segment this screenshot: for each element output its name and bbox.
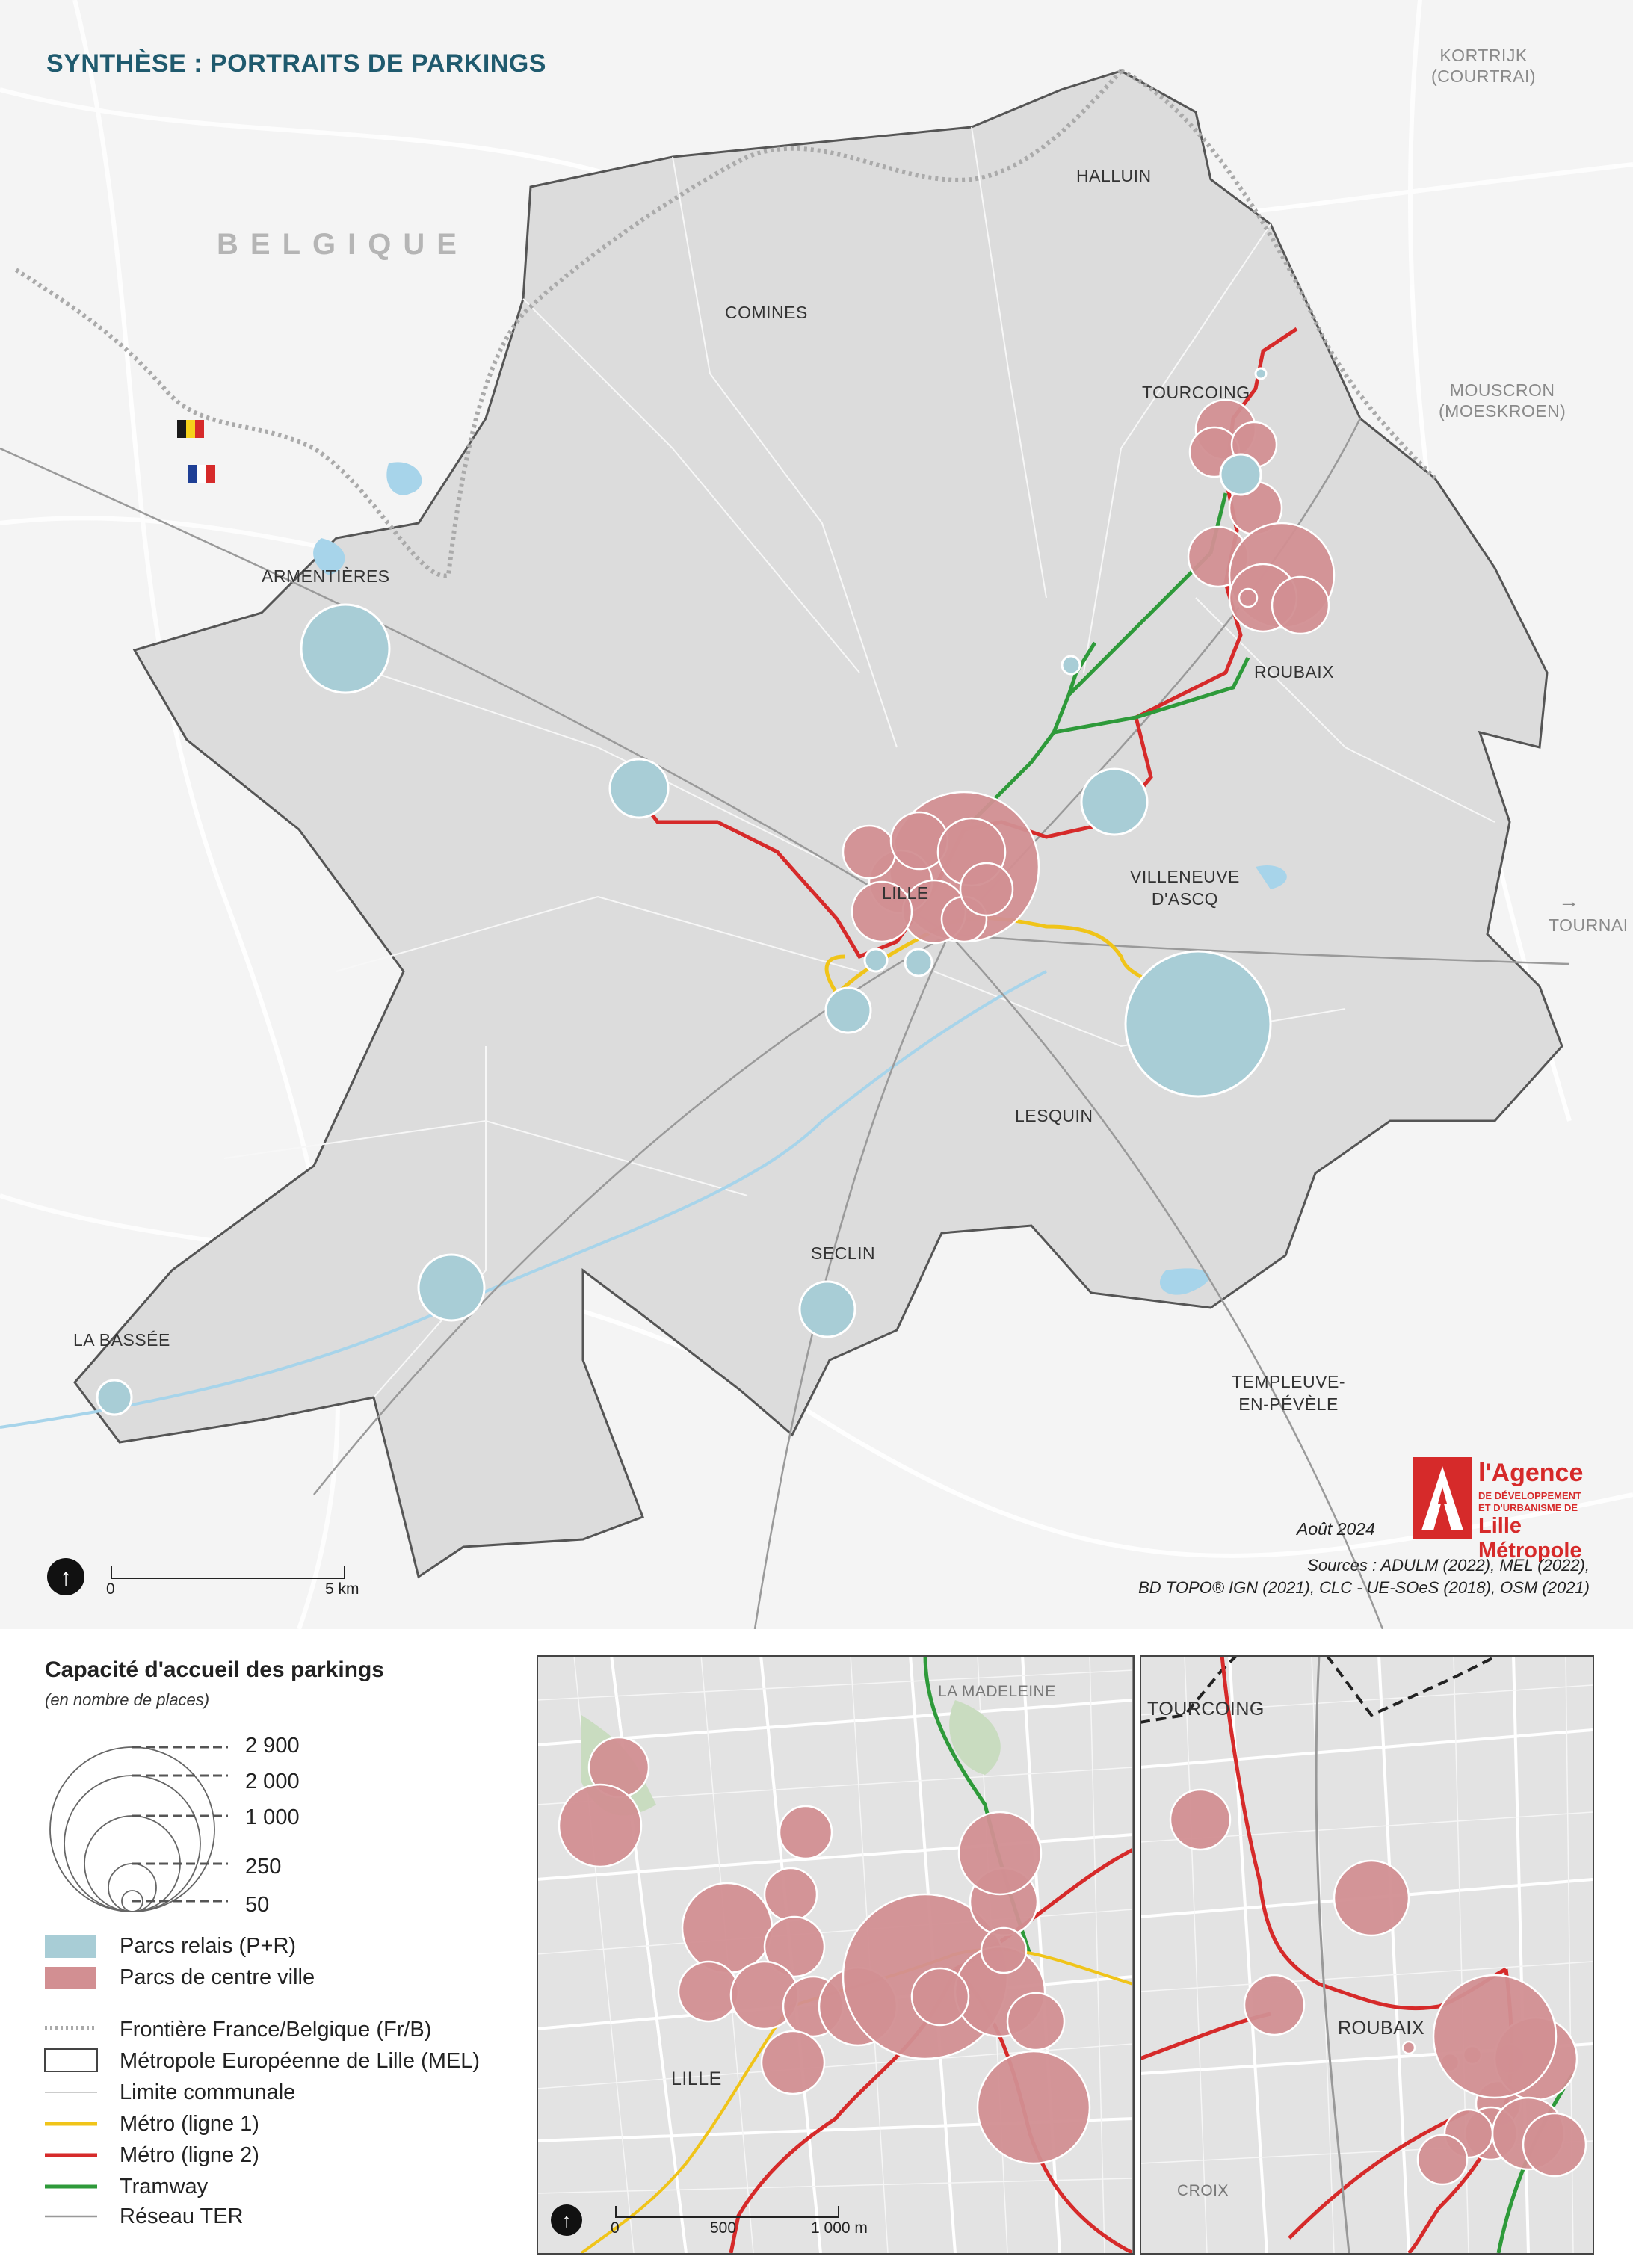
inset-label-roubaix: ROUBAIX	[1338, 2018, 1425, 2039]
logo-line-1: l'Agence	[1478, 1459, 1584, 1487]
country-label-belgium: BELGIQUE	[217, 228, 469, 261]
legend-size-250: 250	[245, 1855, 282, 1879]
belgium-flag-icon	[177, 420, 204, 438]
agence-logo: l'Agence DE DÉVELOPPEMENT ET D'URBANISME…	[1413, 1457, 1596, 1563]
inset-label-croix: CROIX	[1177, 2182, 1229, 2199]
parking-circles	[96, 367, 1336, 1416]
sources-line-2: BD TOPO® IGN (2021), CLC - UE-SOeS (2018…	[1138, 1578, 1590, 1597]
legend-title: Capacité d'accueil des parkings	[45, 1657, 384, 1682]
legend-mel: Métropole Européenne de Lille (MEL)	[120, 2049, 480, 2073]
scale-tick-0: 0	[106, 1581, 115, 1598]
logo-line-2: DE DÉVELOPPEMENT	[1478, 1490, 1581, 1501]
legend-label-relay: Parcs relais (P+R)	[120, 1934, 297, 1958]
logo-line-3: ET D'URBANISME DE	[1478, 1502, 1578, 1513]
city-label-templeuve: TEMPLEUVE- EN-PÉVÈLE	[1232, 1372, 1345, 1414]
legend-swatch-center	[45, 1967, 96, 1989]
legend-size-2900: 2 900	[245, 1734, 300, 1758]
park-relay-porte-des-postes	[863, 948, 889, 973]
city-label-lille: LILLE	[882, 883, 929, 903]
metro1-line	[836, 916, 1161, 1002]
park-relay-la-bassee	[96, 1379, 133, 1416]
legend-size-circles	[49, 1746, 228, 1912]
border	[13, 69, 1123, 578]
logo-a-icon	[1413, 1457, 1472, 1539]
north-arrow-icon: ↑	[47, 1558, 84, 1595]
park-relay-tram	[1061, 655, 1081, 676]
legend-ter: Réseau TER	[120, 2204, 244, 2228]
city-label-villeneuve: VILLENEUVE D'ASCQ	[1130, 867, 1240, 909]
park-relay-armentieres	[300, 603, 391, 694]
park-center-lille-3	[842, 824, 897, 880]
city-label-mouscron: MOUSCRON (MOESKROEN)	[1439, 380, 1566, 421]
map-sources: Sources : ADULM (2022), MEL (2022), BD T…	[1138, 1554, 1590, 1599]
park-center-lille-9	[959, 862, 1014, 917]
park-relay-lomme	[824, 986, 872, 1034]
city-label-tournai: TOURNAI	[1549, 915, 1629, 935]
city-label-roubaix: ROUBAIX	[1254, 662, 1335, 682]
legend-commune: Limite communale	[120, 2080, 296, 2104]
logo-line-4: Lille Métropole	[1478, 1514, 1582, 1563]
legend-label-center: Parcs de centre ville	[120, 1965, 315, 1989]
legend-line-symbols	[44, 2026, 98, 2218]
inset-label-lille: LILLE	[671, 2068, 722, 2089]
inset-scale-tick-0: 0	[611, 2219, 620, 2237]
legend-subtitle: (en nombre de places)	[45, 1690, 210, 1709]
legend-border: Frontière France/Belgique (Fr/B)	[120, 2018, 432, 2042]
legend-swatch-relay	[45, 1935, 96, 1958]
city-label-lesquin: LESQUIN	[1015, 1106, 1093, 1125]
legend-metro2: Métro (ligne 2)	[120, 2143, 259, 2167]
park-center-lille-7	[851, 880, 913, 943]
inset-scale-tick-1000: 1 000 m	[811, 2219, 868, 2237]
inset-scale-bar	[615, 2206, 839, 2218]
inset-frame-lille	[537, 1655, 1135, 2255]
park-relay-west	[608, 758, 670, 819]
city-label-tourcoing: TOURCOING	[1142, 383, 1250, 402]
park-relay-villeneuve	[1080, 767, 1149, 836]
park-relay-haubourdin	[417, 1253, 486, 1322]
park-relay-cormontaigne	[904, 948, 933, 977]
inset-scale-tick-500: 500	[710, 2219, 737, 2237]
park-relay-tourcoing	[1254, 367, 1268, 380]
legend-tramway: Tramway	[120, 2175, 209, 2199]
city-label-kortrijk: KORTRIJK (COURTRAI)	[1431, 46, 1537, 86]
inset-map-roubaix	[1140, 1655, 1593, 2253]
inset-frame-roubaix	[1140, 1655, 1594, 2255]
inset-north-arrow-icon: ↑	[551, 2204, 582, 2236]
map-date: Août 2024	[1297, 1519, 1375, 1539]
france-flag-icon	[188, 465, 215, 483]
city-label-la-bassee: LA BASSÉE	[73, 1330, 170, 1350]
inset-label-tourcoing: TOURCOING	[1147, 1699, 1265, 1719]
park-relay-lesquin	[1124, 950, 1272, 1098]
city-label-comines: COMINES	[725, 303, 808, 322]
arrow-right-icon: →	[1558, 889, 1579, 912]
legend-size-1000: 1 000	[245, 1805, 300, 1829]
park-relay-seclin	[798, 1280, 856, 1338]
sources-line-1: Sources : ADULM (2022), MEL (2022),	[1307, 1556, 1590, 1575]
map-title: SYNTHÈSE : PORTRAITS DE PARKINGS	[46, 49, 546, 78]
inset-label-la-madeleine: LA MADELEINE	[938, 1683, 1056, 1700]
legend-size-50: 50	[245, 1893, 270, 1917]
legend-size-2000: 2 000	[245, 1770, 300, 1793]
scale-tick-5km: 5 km	[325, 1581, 359, 1598]
park-center-roubaix-6	[1238, 587, 1259, 608]
city-label-armentieres: ARMENTIÈRES	[262, 566, 390, 586]
scale-bar	[111, 1566, 345, 1579]
legend-metro1: Métro (ligne 1)	[120, 2112, 259, 2136]
inset-map-lille	[537, 1655, 1133, 2253]
city-label-seclin: SECLIN	[811, 1243, 876, 1263]
park-center-roubaix-5	[1271, 575, 1330, 635]
city-label-halluin: HALLUIN	[1076, 166, 1152, 185]
